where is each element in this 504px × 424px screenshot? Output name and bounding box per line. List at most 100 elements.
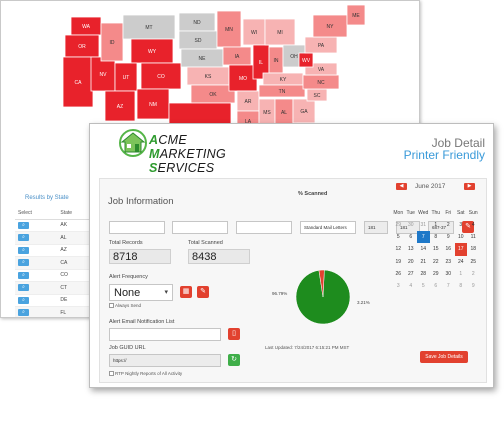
calendar-day[interactable]: 23 — [445, 258, 452, 265]
calendar-day[interactable]: 9 — [446, 234, 450, 241]
job-information-panel: Job Information Standard Mail Letters 18… — [99, 178, 487, 383]
job-field-6[interactable]: 687-37 — [428, 221, 454, 234]
last-updated-text: Last Updated: 7/24/2017 6:15:21 PM MST — [265, 345, 350, 350]
select-cell: ⌕ — [15, 294, 58, 307]
calendar-day[interactable]: 10 — [457, 234, 464, 241]
calendar-day[interactable]: 28 — [420, 270, 427, 277]
calendar-day[interactable]: 1 — [459, 270, 463, 277]
calendar-day[interactable]: 7 — [446, 283, 450, 290]
state-shape-nv[interactable] — [90, 56, 116, 92]
calendar-day[interactable]: 30 — [407, 222, 414, 229]
magnifier-icon[interactable]: ⌕ — [18, 271, 29, 279]
magnifier-icon[interactable]: ⌕ — [18, 259, 29, 267]
state-label: ID — [110, 40, 115, 46]
state-shape-mn[interactable] — [216, 10, 242, 48]
table-row: ⌕ CA — [15, 256, 95, 270]
magnifier-icon[interactable]: ⌕ — [18, 221, 29, 229]
calendar-day[interactable]: 29 — [395, 222, 402, 229]
calendar-day[interactable]: 6 — [409, 234, 413, 241]
calendar-button[interactable]: ▦ — [180, 286, 192, 298]
state-shape-nm[interactable] — [136, 88, 170, 120]
edit-alert-button[interactable]: ✎ — [197, 286, 209, 298]
job-field-4[interactable]: 181 — [364, 221, 388, 234]
calendar-day[interactable]: 19 — [395, 258, 402, 265]
calendar-day[interactable]: 16 — [445, 246, 452, 253]
calendar-day[interactable]: 12 — [395, 246, 402, 253]
alert-frequency-select[interactable]: None ▾ — [109, 284, 173, 301]
magnifier-icon[interactable]: ⌕ — [18, 309, 29, 317]
state-shape-mi[interactable] — [264, 18, 296, 46]
state-shape-id[interactable] — [100, 22, 124, 62]
select-cell: ⌕ — [15, 306, 58, 317]
save-job-details-button[interactable]: Save Job Details — [420, 351, 468, 363]
checkbox-box[interactable] — [109, 371, 114, 377]
state-shape-ny[interactable] — [312, 14, 348, 38]
calendar-day[interactable]: 14 — [420, 246, 427, 253]
calendar-day[interactable]: 22 — [432, 258, 439, 265]
state-shape-mo[interactable] — [228, 64, 258, 92]
calendar-day[interactable]: 6 — [434, 283, 438, 290]
guid-field[interactable]: https:// — [109, 354, 221, 367]
job-field-1[interactable] — [109, 221, 165, 234]
checkbox-box[interactable] — [109, 303, 114, 309]
calendar-day[interactable]: 20 — [407, 258, 414, 265]
always-send-checkbox[interactable]: Always Send — [109, 303, 141, 309]
pie-label-scanned: 96.79% — [272, 291, 288, 296]
alert-frequency-value: None — [114, 287, 141, 299]
magnifier-icon[interactable]: ⌕ — [18, 234, 29, 242]
calendar-day[interactable]: 4 — [471, 222, 475, 229]
state-shape-tn[interactable] — [258, 84, 306, 98]
calendar-day[interactable]: 24 — [457, 258, 464, 265]
calendar-day[interactable]: 25 — [470, 258, 477, 265]
pencil-icon: ✎ — [465, 223, 471, 230]
magnifier-icon[interactable]: ⌕ — [18, 284, 29, 292]
calendar-day[interactable]: 8 — [459, 283, 463, 290]
printer-friendly-link[interactable]: Printer Friendly — [403, 148, 485, 162]
calendar-day[interactable]: 3 — [459, 222, 463, 229]
calendar-day[interactable]: 31 — [420, 222, 427, 229]
calendar-day[interactable]: 5 — [396, 234, 400, 241]
mobile-button[interactable]: ▯ — [228, 328, 240, 340]
calendar-day[interactable]: 3 — [396, 283, 400, 290]
calendar-prev-button[interactable]: ◀ — [396, 183, 407, 190]
state-shape-wy[interactable] — [130, 38, 174, 64]
magnifier-icon[interactable]: ⌕ — [18, 246, 29, 254]
select-cell: ⌕ — [15, 269, 58, 282]
calendar-day[interactable]: 11 — [470, 234, 476, 241]
calendar-day[interactable]: 17 — [454, 243, 467, 256]
calendar-day[interactable]: 1 — [434, 222, 438, 229]
calendar-day[interactable]: 2 — [471, 270, 475, 277]
state-label: MT — [145, 25, 152, 31]
calendar-day[interactable]: 7 — [417, 231, 430, 244]
alert-email-field[interactable] — [109, 328, 221, 341]
calendar-day[interactable]: 29 — [432, 270, 439, 277]
job-field-3[interactable] — [236, 221, 292, 234]
calendar-day[interactable]: 27 — [407, 270, 414, 277]
mail-type-field[interactable]: Standard Mail Letters — [300, 221, 356, 234]
calendar-next-button[interactable]: ▶ — [464, 183, 475, 190]
state-shape-ca[interactable] — [62, 56, 94, 108]
state-shape-mt[interactable] — [122, 14, 176, 40]
job-field-5[interactable]: 181 — [396, 221, 420, 234]
select-cell: ⌕ — [15, 256, 58, 270]
refresh-button[interactable]: ↻ — [228, 354, 240, 366]
calendar-day[interactable]: 2 — [446, 222, 450, 229]
chevron-down-icon: ▾ — [164, 289, 168, 296]
edit-button[interactable]: ✎ — [462, 221, 474, 233]
calendar-day[interactable]: 8 — [434, 234, 438, 241]
state-shape-az[interactable] — [104, 90, 136, 122]
calendar-day[interactable]: 21 — [420, 258, 427, 265]
calendar-day[interactable]: 26 — [395, 270, 402, 277]
state-shape-me[interactable] — [346, 4, 366, 26]
calendar-day[interactable]: 9 — [471, 283, 475, 290]
job-field-2[interactable] — [172, 221, 228, 234]
calendar-day[interactable]: 30 — [445, 270, 452, 277]
calendar-day[interactable]: 5 — [421, 283, 425, 290]
refresh-icon: ↻ — [231, 356, 237, 363]
calendar-day[interactable]: 18 — [470, 246, 477, 253]
magnifier-icon[interactable]: ⌕ — [18, 296, 29, 304]
rtp-checkbox[interactable]: RTP Nightly Reports of All Activity — [109, 371, 182, 377]
calendar-day[interactable]: 13 — [407, 246, 414, 253]
calendar-day[interactable]: 4 — [409, 283, 413, 290]
calendar-day[interactable]: 15 — [432, 246, 439, 253]
